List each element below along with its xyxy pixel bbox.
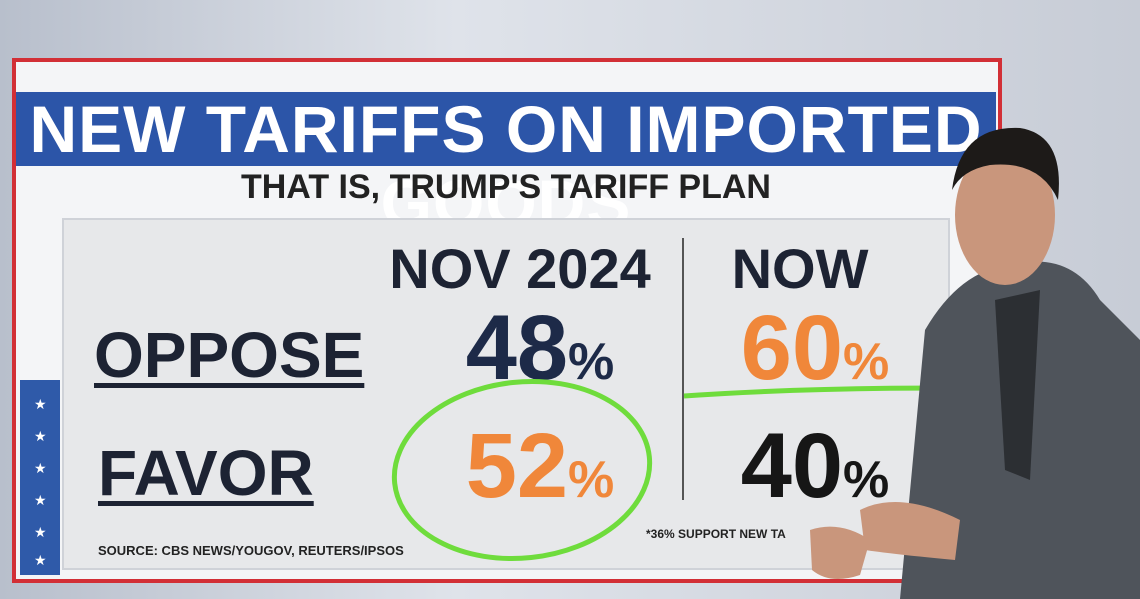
value: 52% bbox=[390, 414, 690, 519]
percent-sign: % bbox=[843, 333, 890, 391]
number: 52 bbox=[465, 415, 569, 517]
telestrator-underline bbox=[683, 385, 941, 399]
percent-sign: % bbox=[568, 333, 615, 391]
star: ★ bbox=[34, 396, 47, 412]
percent-sign: % bbox=[568, 451, 615, 509]
column-header: NOV 2024 bbox=[389, 237, 651, 300]
value: 60% bbox=[665, 296, 965, 401]
number: 40 bbox=[740, 415, 844, 517]
star-strip bbox=[20, 380, 60, 575]
footnote: *36% SUPPORT NEW TA bbox=[646, 527, 786, 541]
source: SOURCE: CBS NEWS/YOUGOV, REUTERS/IPSOS bbox=[98, 543, 404, 558]
telestrator-circle bbox=[391, 378, 653, 562]
percent-sign: % bbox=[843, 451, 890, 509]
number: 60 bbox=[740, 297, 844, 399]
star: ★ bbox=[34, 492, 47, 508]
row-label: OPPOSE bbox=[94, 319, 365, 391]
column-header: NOW bbox=[731, 237, 869, 300]
subtitle: THAT IS, TRUMP'S TARIFF PLAN bbox=[240, 168, 771, 206]
row-label: FAVOR bbox=[98, 437, 314, 509]
star: ★ bbox=[34, 428, 47, 444]
presenter bbox=[810, 127, 1140, 599]
star: ★ bbox=[34, 524, 47, 540]
star: ★ bbox=[34, 460, 47, 476]
value: 40% bbox=[665, 414, 965, 519]
star: ★ bbox=[34, 552, 47, 568]
panel bbox=[62, 218, 950, 570]
divider bbox=[682, 238, 684, 500]
